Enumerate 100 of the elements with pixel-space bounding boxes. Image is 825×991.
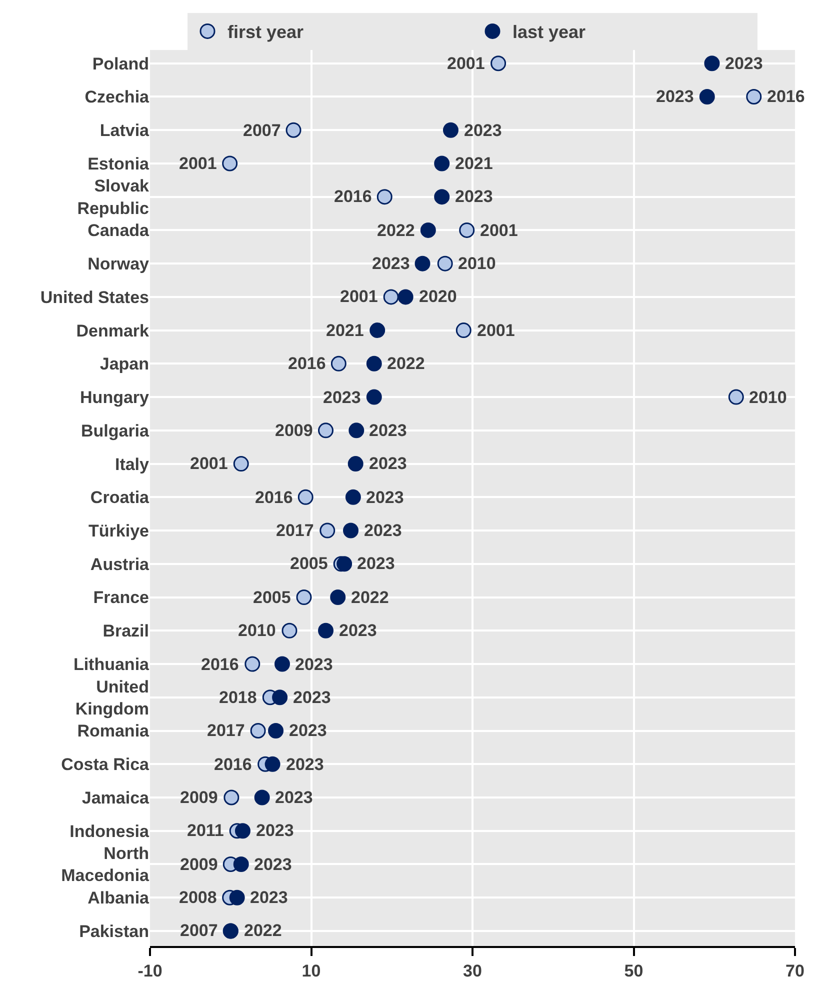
y-tick-label: Denmark [76,321,150,340]
annotation: 2023 [254,855,292,874]
annotation: 2016 [201,655,239,674]
annotation: 2021 [326,321,364,340]
point [286,122,302,138]
annotation: 2016 [255,488,293,507]
annotation: 2023 [250,888,288,907]
legend-label: last year [512,22,586,42]
point [414,256,430,272]
annotation: 2005 [253,588,291,607]
y-tick-label: France [93,588,149,608]
point [704,56,720,72]
y-tick-label: United Kingdom [75,677,149,718]
point [442,122,458,138]
annotation: 2023 [293,688,331,707]
annotation: 2023 [656,87,694,106]
point [343,522,359,538]
y-tick-label: Brazil [102,622,149,641]
y-tick-label: Jamaica [82,788,150,808]
y-tick-label: Bulgaria [80,421,150,440]
point [348,456,364,472]
annotation: 2016 [334,187,372,206]
annotation: 2023 [286,755,324,774]
point [370,322,386,338]
point [320,522,336,538]
point [456,322,472,338]
y-tick-label: Canada [88,221,150,240]
x-tick-label: 70 [786,961,804,980]
annotation: 2021 [455,154,493,173]
x-tick-label: -10 [138,961,162,980]
x-tick-label: 50 [624,961,644,980]
annotation: 2009 [275,421,313,440]
point [398,289,414,305]
annotation: 2023 [357,554,395,573]
annotation: 2010 [238,621,276,640]
point [296,590,312,606]
point [728,389,744,405]
annotation: 2022 [351,588,389,607]
point [459,222,475,238]
y-tick-label: Czechia [84,88,150,107]
annotation: 2001 [190,454,228,473]
annotation: 2023 [372,254,410,273]
annotation: 2008 [179,888,217,907]
y-tick-label: Austria [90,554,150,574]
annotation: 2001 [179,154,217,173]
point [282,622,298,638]
annotation: 2023 [369,421,407,440]
y-tick-label: Poland [92,54,149,74]
point [437,256,453,272]
annotation: 2016 [767,87,805,106]
x-tick-label: 30 [463,961,482,980]
y-tick-label: Romania [77,722,150,741]
annotation: 2023 [256,821,294,840]
y-tick-label: Croatia [90,488,150,508]
y-tick-label: Costa Rica [61,755,150,774]
point [264,756,280,772]
point [233,856,249,872]
annotation: 2001 [477,321,515,340]
annotation: 2007 [180,921,218,940]
y-tick-label: Indonesia [70,822,150,841]
point [268,723,284,739]
point [229,890,245,906]
point [383,289,399,305]
annotation: 2010 [458,254,496,273]
annotation: 2009 [180,788,218,807]
point [348,422,364,438]
point [330,356,346,372]
annotation: 2020 [419,287,457,306]
point [699,88,715,104]
y-tick-label: Pakistan [79,922,149,941]
annotation: 2023 [295,655,333,674]
legend-label: first year [228,22,304,42]
annotation: 2009 [180,855,218,874]
point [318,422,334,438]
annotation: 2022 [387,354,425,373]
annotation: 2001 [447,54,485,73]
y-tick-label: United States [40,288,149,307]
point [254,790,270,806]
point [330,590,346,606]
y-tick-label: Slovak Republic [77,176,150,218]
y-tick-label: Hungary [80,388,150,407]
point [345,489,361,505]
annotation: 2023 [455,187,493,206]
point [224,790,240,806]
annotation: 2010 [749,388,787,407]
annotation: 2023 [366,488,404,507]
point [298,489,314,505]
annotation: 2001 [480,221,518,240]
annotation: 2023 [364,521,402,540]
point [336,556,352,572]
annotation: 2023 [339,621,377,640]
y-tick-label: Italy [114,454,150,474]
annotation: 2007 [243,121,281,140]
point [376,189,392,205]
point [244,656,260,672]
point [366,389,382,405]
y-tick-label: Estonia [88,154,150,174]
annotation: 2023 [369,454,407,473]
y-tick-label: Türkiye [88,521,149,540]
annotation: 2023 [725,54,763,73]
